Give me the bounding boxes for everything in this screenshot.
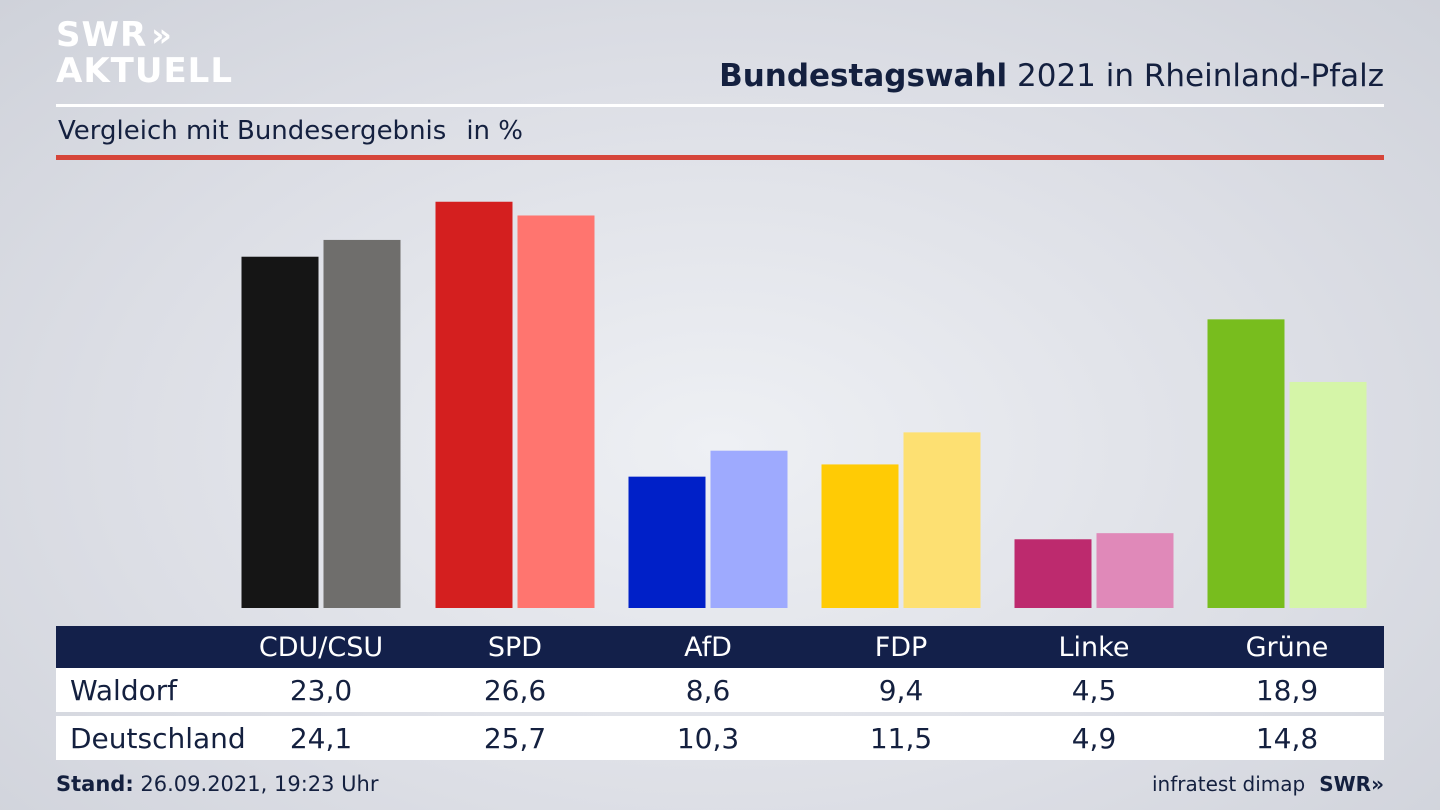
table-cell: 9,4 xyxy=(878,673,924,707)
bar-afd-waldorf xyxy=(628,476,706,608)
row-label: Deutschland xyxy=(70,721,246,755)
table-cell: 24,1 xyxy=(289,721,353,755)
column-header: Linke xyxy=(1058,631,1130,663)
bar-spd-deutschland xyxy=(517,215,595,608)
subtitle-divider xyxy=(56,155,1384,160)
table-cell: 4,9 xyxy=(1071,721,1117,755)
table-cell: 10,3 xyxy=(676,721,740,755)
column-header: FDP xyxy=(874,631,928,663)
bar-fdp-deutschland xyxy=(903,432,981,608)
swr-aktuell-logo: SWR» AKTUELL xyxy=(56,18,233,88)
bar-cducsu-deutschland xyxy=(323,239,401,608)
results-table: CDU/CSU SPD AfD FDP Linke Grüne Waldorf 23,0 2… xyxy=(56,626,1384,760)
stand-label: Stand: xyxy=(56,772,134,796)
table-cell: 14,8 xyxy=(1255,721,1319,755)
table-header: CDU/CSU SPD AfD FDP Linke Grüne xyxy=(56,626,1384,668)
bar-cducsu-waldorf xyxy=(241,256,319,608)
source-credit: infratest dimap SWR» xyxy=(1152,772,1384,796)
bar-grüne-deutschland xyxy=(1289,381,1367,608)
chart-subtitle: Vergleich mit Bundesergebnis in % xyxy=(58,116,523,146)
table-cell: 11,5 xyxy=(869,721,933,755)
column-header: AfD xyxy=(684,631,732,663)
row-label: Waldorf xyxy=(70,673,178,707)
source-text: infratest dimap xyxy=(1152,772,1306,796)
column-header: CDU/CSU xyxy=(258,631,384,663)
bar-chart xyxy=(241,201,1367,608)
bar-afd-deutschland xyxy=(710,450,788,608)
table-cell: 23,0 xyxy=(289,673,353,707)
table-cell: 8,6 xyxy=(685,673,731,707)
logo-line1: SWR xyxy=(56,15,148,55)
column-header: SPD xyxy=(487,631,543,663)
table-row-deutschland: Deutschland 24,1 25,7 10,3 11,5 4,9 14,8 xyxy=(56,716,1384,760)
table-cell: 26,6 xyxy=(483,673,547,707)
chart-title: Bundestagswahl 2021 in Rheinland-Pfalz xyxy=(719,58,1384,94)
title-divider xyxy=(56,104,1384,107)
table-cell: 18,9 xyxy=(1255,673,1319,707)
chart-title-bold: Bundestagswahl xyxy=(719,58,1008,94)
subtitle-text: Vergleich mit Bundesergebnis xyxy=(58,116,447,146)
table-row-waldorf: Waldorf 23,0 26,6 8,6 9,4 4,5 18,9 xyxy=(56,668,1384,712)
column-header: Grüne xyxy=(1245,631,1329,663)
bar-linke-waldorf xyxy=(1014,539,1092,608)
table-cell: 4,5 xyxy=(1071,673,1117,707)
swr-brand-logo: SWR» xyxy=(1319,772,1384,796)
bar-fdp-waldorf xyxy=(821,464,899,608)
chart-title-rest: 2021 in Rheinland-Pfalz xyxy=(1007,58,1384,94)
timestamp: Stand: 26.09.2021, 19:23 Uhr xyxy=(56,772,379,796)
table-cell: 25,7 xyxy=(483,721,547,755)
subtitle-unit: in % xyxy=(466,116,523,146)
logo-line2: AKTUELL xyxy=(56,51,234,91)
logo-arrows-icon: » xyxy=(151,16,172,54)
bar-spd-waldorf xyxy=(435,201,513,608)
stand-value: 26.09.2021, 19:23 Uhr xyxy=(133,772,379,796)
bar-linke-deutschland xyxy=(1096,533,1174,608)
bar-grüne-waldorf xyxy=(1207,319,1285,608)
